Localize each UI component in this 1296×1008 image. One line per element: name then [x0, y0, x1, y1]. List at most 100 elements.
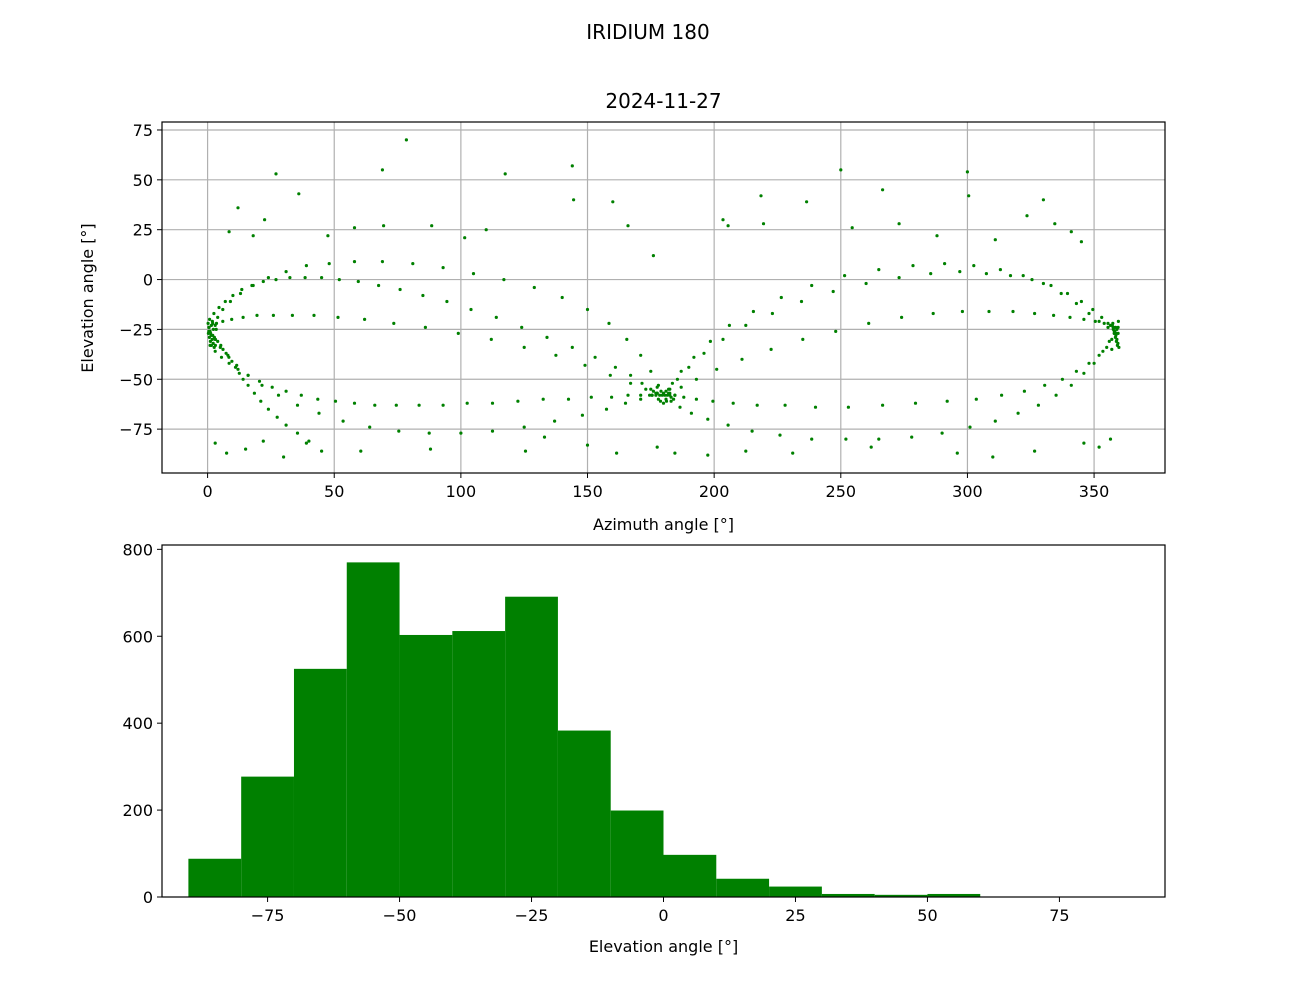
- scatter-x-tick-label: 0: [202, 482, 212, 501]
- scatter-point: [791, 451, 795, 455]
- scatter-point: [1033, 311, 1037, 316]
- scatter-point: [943, 262, 947, 266]
- scatter-point: [428, 447, 433, 451]
- scatter-point: [502, 278, 506, 282]
- scatter-point: [744, 449, 748, 453]
- scatter-point: [779, 295, 783, 300]
- scatter-point: [1114, 339, 1118, 343]
- scatter-point: [1041, 281, 1045, 286]
- scatter-point: [352, 226, 357, 230]
- scatter-point: [380, 260, 384, 264]
- scatter-point: [940, 431, 944, 435]
- scatter-point: [844, 437, 848, 441]
- scatter-point: [726, 423, 730, 427]
- scatter-point: [373, 403, 377, 407]
- scatter-point: [1087, 361, 1091, 365]
- scatter-point: [266, 276, 270, 280]
- scatter-point: [394, 403, 398, 407]
- scatter-point: [658, 393, 662, 397]
- scatter-point: [1069, 230, 1073, 234]
- scatter-point: [260, 383, 264, 387]
- scatter-point: [270, 385, 274, 389]
- histogram-x-ticks: −75 −50 −25 0 25 50 75: [251, 897, 1070, 925]
- histogram-bar: [399, 634, 453, 897]
- scatter-point: [839, 168, 843, 172]
- scatter-point: [1074, 301, 1078, 306]
- scatter-point: [625, 337, 629, 341]
- scatter-point: [673, 451, 677, 455]
- scatter-point: [516, 399, 520, 403]
- scatter-point: [1049, 283, 1053, 288]
- scatter-point: [770, 311, 775, 316]
- scatter-point: [1041, 198, 1045, 202]
- scatter-y-tick-label: 75: [133, 121, 153, 140]
- scatter-point: [626, 224, 630, 228]
- scatter-point: [670, 381, 675, 385]
- scatter-point: [541, 397, 545, 401]
- scatter-point: [1082, 317, 1086, 321]
- scatter-point: [877, 437, 881, 441]
- scatter-point: [1082, 371, 1086, 375]
- scatter-point: [682, 395, 686, 399]
- scatter-point: [623, 401, 628, 405]
- histogram-bar: [293, 668, 347, 897]
- scatter-point: [960, 309, 965, 314]
- scatter-point: [489, 337, 493, 341]
- scatter-point: [522, 425, 526, 429]
- scatter-point: [304, 441, 308, 445]
- scatter-point: [352, 260, 357, 264]
- scatter-point: [320, 449, 324, 453]
- scatter-point: [1087, 311, 1091, 316]
- scatter-point: [317, 411, 321, 415]
- scatter-point: [503, 172, 507, 176]
- histogram-y-tick-label: 800: [122, 540, 153, 559]
- scatter-point: [1008, 274, 1013, 278]
- histogram-bar: [874, 894, 928, 897]
- scatter-point: [639, 397, 643, 401]
- scatter-point: [864, 281, 868, 286]
- scatter-point: [1054, 393, 1058, 397]
- scatter-point: [259, 399, 263, 403]
- scatter-point: [692, 355, 696, 359]
- scatter-point: [221, 319, 225, 323]
- scatter-point: [299, 393, 303, 397]
- scatter-point: [337, 278, 341, 282]
- scatter-point: [304, 264, 308, 268]
- scatter-point: [1036, 403, 1040, 407]
- histogram-x-tick-label: 0: [658, 906, 668, 925]
- scatter-point: [846, 405, 851, 409]
- scatter-point: [1111, 327, 1115, 331]
- scatter-point: [266, 407, 270, 411]
- scatter-point: [261, 439, 265, 443]
- scatter-point: [257, 379, 262, 383]
- scatter-point: [761, 222, 766, 226]
- scatter-point: [251, 234, 255, 238]
- scatter-point: [945, 399, 949, 403]
- scatter-point: [877, 268, 881, 272]
- scatter-point: [850, 226, 854, 230]
- scatter-point: [931, 311, 935, 316]
- histogram-bar: [188, 858, 242, 897]
- scatter-point: [404, 138, 408, 142]
- histogram-bar: [557, 730, 611, 897]
- scatter-point: [706, 453, 710, 457]
- scatter-point: [991, 455, 995, 459]
- scatter-point: [208, 339, 212, 343]
- scatter-y-tick-label: 0: [143, 271, 153, 290]
- scatter-point: [570, 164, 574, 168]
- scatter-point: [216, 339, 220, 343]
- scatter-point: [626, 393, 630, 397]
- scatter-point: [255, 313, 259, 317]
- scatter-point: [532, 285, 536, 290]
- scatter-point: [972, 264, 976, 268]
- scatter-point: [1069, 383, 1073, 387]
- scatter-point: [211, 327, 215, 331]
- scatter-point: [659, 389, 663, 393]
- scatter-point: [968, 425, 972, 429]
- scatter-point: [580, 413, 585, 417]
- scatter-point: [456, 331, 460, 335]
- scatter-point: [206, 321, 210, 325]
- scatter-point: [583, 363, 587, 367]
- scatter-point: [799, 299, 804, 304]
- scatter-point: [897, 222, 901, 226]
